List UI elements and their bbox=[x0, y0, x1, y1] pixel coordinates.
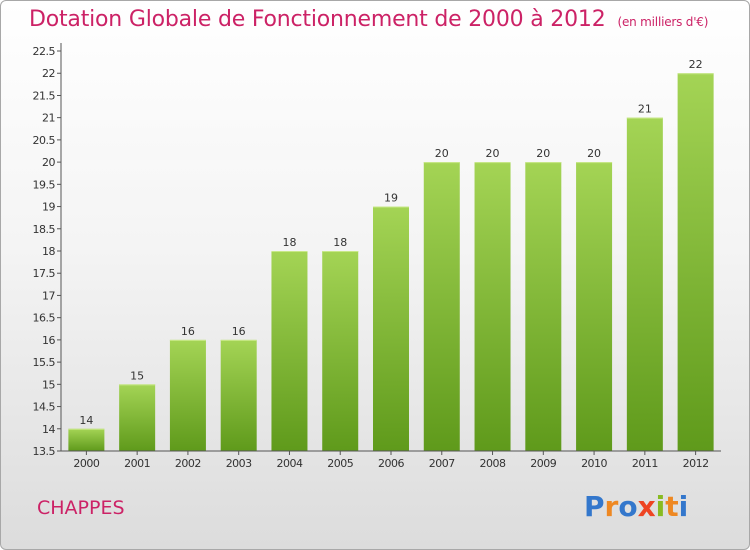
bars-group bbox=[68, 73, 714, 452]
y-tick-label: 15.5 bbox=[33, 356, 56, 369]
x-tick-label: 2001 bbox=[124, 457, 150, 470]
bar-value-label: 18 bbox=[282, 236, 296, 249]
y-tick-label: 20.5 bbox=[33, 134, 56, 147]
bar bbox=[373, 206, 409, 451]
y-tick-label: 22 bbox=[42, 67, 55, 80]
y-tick-label: 14.5 bbox=[33, 401, 56, 414]
x-tick-label: 2011 bbox=[632, 457, 658, 470]
bar bbox=[271, 251, 308, 451]
bar bbox=[525, 162, 562, 451]
bar-value-label: 20 bbox=[435, 147, 449, 160]
x-tick-label: 2008 bbox=[480, 457, 506, 470]
chart-title-text: Dotation Globale de Fonctionnement de 20… bbox=[29, 7, 606, 32]
y-tick-label: 13.5 bbox=[33, 445, 56, 458]
bar-value-label: 16 bbox=[232, 325, 246, 338]
logo-letter: i bbox=[678, 490, 689, 523]
y-tick-label: 14 bbox=[42, 423, 55, 436]
y-tick-label: 16.5 bbox=[33, 312, 56, 325]
x-tick-label: 2006 bbox=[378, 457, 404, 470]
chart-subtitle: (en milliers d'€) bbox=[617, 15, 709, 29]
x-tick-label: 2009 bbox=[530, 457, 556, 470]
bar bbox=[119, 384, 156, 451]
y-tick-label: 16 bbox=[42, 334, 55, 347]
bar bbox=[423, 162, 460, 451]
bar-value-label: 15 bbox=[130, 369, 144, 382]
bar bbox=[626, 117, 663, 452]
bar-value-label: 14 bbox=[79, 414, 93, 427]
x-tick-label: 2012 bbox=[683, 457, 709, 470]
chart-title: Dotation Globale de Fonctionnement de 20… bbox=[29, 7, 708, 32]
x-tick-label: 2007 bbox=[429, 457, 455, 470]
bar-value-label: 22 bbox=[689, 58, 703, 71]
labels-group: 14 15 16 16 18 18 19 20 20 20 20 21 22 bbox=[79, 58, 702, 427]
bar bbox=[68, 428, 105, 451]
y-tick-label: 18 bbox=[42, 245, 55, 258]
logo-letter: i bbox=[655, 490, 666, 523]
x-tick-label: 2005 bbox=[327, 457, 353, 470]
y-tick-label: 21 bbox=[42, 112, 55, 125]
bar bbox=[220, 339, 257, 451]
bar-value-label: 21 bbox=[638, 103, 652, 116]
bar bbox=[474, 162, 511, 451]
bar bbox=[169, 339, 206, 451]
bar bbox=[322, 251, 359, 451]
bar bbox=[576, 162, 613, 451]
bar bbox=[677, 73, 714, 451]
bar-value-label: 19 bbox=[384, 192, 398, 205]
logo-letter: r bbox=[604, 490, 619, 523]
logo-letter: o bbox=[618, 490, 638, 523]
logo-letter: t bbox=[665, 490, 679, 523]
bar-value-label: 18 bbox=[333, 236, 347, 249]
y-tick-label: 20 bbox=[42, 156, 55, 169]
x-tick-label: 2003 bbox=[226, 457, 252, 470]
y-tick-label: 22.5 bbox=[33, 45, 56, 58]
logo-letter: P bbox=[584, 490, 605, 523]
axes-group: 13.5 14 14.5 15 15.5 16 16.5 17 17.5 18 18.5 19 19.5… bbox=[33, 43, 721, 470]
bar-value-label: 20 bbox=[536, 147, 550, 160]
y-tick-label: 17 bbox=[42, 289, 55, 302]
x-tick-label: 2004 bbox=[276, 457, 302, 470]
y-tick-label: 17.5 bbox=[33, 267, 56, 280]
commune-name: CHAPPES bbox=[37, 497, 125, 519]
bar-value-label: 20 bbox=[486, 147, 500, 160]
y-tick-label: 21.5 bbox=[33, 89, 56, 102]
y-tick-label: 15 bbox=[42, 378, 55, 391]
logo-letter: x bbox=[637, 490, 656, 523]
x-tick-label: 2010 bbox=[581, 457, 607, 470]
x-tick-label: 2000 bbox=[73, 457, 99, 470]
bar-value-label: 20 bbox=[587, 147, 601, 160]
bar-value-label: 16 bbox=[181, 325, 195, 338]
y-tick-label: 18.5 bbox=[33, 223, 56, 236]
proxiti-logo: Proxiti bbox=[584, 490, 688, 523]
x-tick-label: 2002 bbox=[175, 457, 201, 470]
y-tick-label: 19 bbox=[42, 201, 55, 214]
y-tick-label: 19.5 bbox=[33, 178, 56, 191]
